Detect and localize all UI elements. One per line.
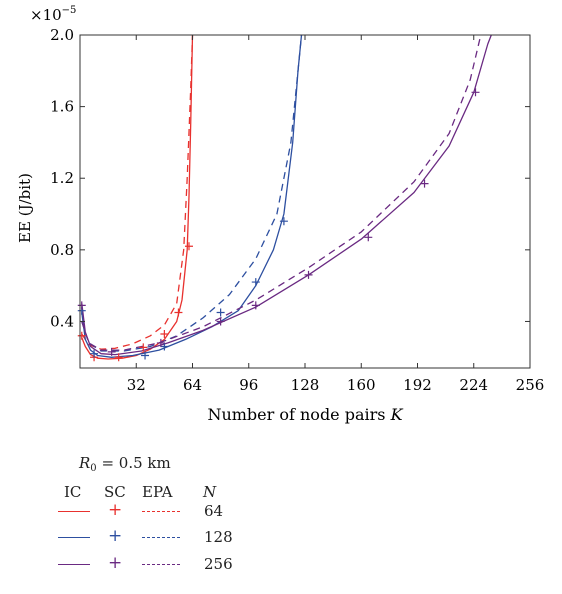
y-multiplier-exp: −5 xyxy=(62,5,77,16)
series-1-marker-3 xyxy=(139,343,148,352)
chart-area: 32 64 96 128 160 192 224 256 0.4 0.8 1.2 1.6 2.0 ×1… xyxy=(16,5,545,424)
legend-epa-line-64 xyxy=(142,511,180,512)
x-axis-label: Number of node pairs K xyxy=(207,405,403,424)
legend-n-128: 128 xyxy=(204,528,233,546)
legend-ic-line-256 xyxy=(58,564,90,565)
legend-title-rest: = 0.5 km xyxy=(96,454,171,472)
legend-col-sc: SC xyxy=(104,483,126,501)
series-4-marker-2 xyxy=(141,351,150,360)
x-axis-label-text: Number of node pairs xyxy=(207,405,385,424)
series-1-marker-5 xyxy=(174,308,183,317)
y-axis-label: EE (J/bit) xyxy=(16,173,34,243)
plot-lines xyxy=(81,34,492,360)
series-4-marker-1 xyxy=(90,349,99,358)
y-tick-label-0.4: 0.4 xyxy=(50,312,74,330)
legend-epa-line-128 xyxy=(142,537,180,538)
legend-ic-line-128 xyxy=(58,537,90,538)
series-6-line xyxy=(81,34,492,356)
series-5-line xyxy=(81,34,303,352)
series-1-marker-0 xyxy=(77,331,86,340)
series-8-line xyxy=(81,34,482,351)
series-4-marker-4 xyxy=(216,308,225,317)
legend-col-epa: EPA xyxy=(142,483,173,501)
series-1-marker-4 xyxy=(160,329,169,338)
x-tick-label-160: 160 xyxy=(347,376,376,394)
legend-col-ic: IC xyxy=(64,483,82,501)
legend-sc-plus-256: + xyxy=(108,553,123,573)
legend-title-sub: 0 xyxy=(90,463,97,474)
series-7-marker-4 xyxy=(251,301,260,310)
y-multiplier-base: ×10 xyxy=(30,6,62,24)
x-tick-label-32: 32 xyxy=(127,376,146,394)
series-4-marker-5 xyxy=(251,278,260,287)
series-7-marker-0 xyxy=(77,301,86,310)
legend-sc-plus-64: + xyxy=(108,500,123,520)
legend-epa-line-256 xyxy=(142,564,180,565)
series-7-marker-2 xyxy=(156,338,165,347)
y-tick-label-1.6: 1.6 xyxy=(50,98,74,116)
legend-n-256: 256 xyxy=(204,555,233,573)
y-ticks: 0.4 0.8 1.2 1.6 2.0 xyxy=(50,26,530,330)
series-1-marker-6 xyxy=(184,242,193,251)
x-tick-label-64: 64 xyxy=(183,376,202,394)
series-1-marker-2 xyxy=(114,353,123,362)
x-tick-label-128: 128 xyxy=(291,376,320,394)
x-tick-label-96: 96 xyxy=(239,376,258,394)
series-7-marker-8 xyxy=(471,88,480,97)
y-tick-label-1.2: 1.2 xyxy=(50,169,74,187)
series-0-line xyxy=(81,34,194,360)
legend-title-r: R xyxy=(79,454,91,472)
series-4-marker-3 xyxy=(160,342,169,351)
series-7-marker-6 xyxy=(364,233,373,242)
plot-frame xyxy=(79,34,531,369)
series-4-marker-6 xyxy=(279,217,288,226)
y-multiplier: ×10−5 xyxy=(30,5,76,24)
x-tick-label-256: 256 xyxy=(516,376,545,394)
legend-ic-line-64 xyxy=(58,511,90,512)
series-7-marker-7 xyxy=(420,179,429,188)
legend-col-n: N xyxy=(203,483,217,501)
legend-title: R0 = 0.5 km xyxy=(79,454,171,474)
plot-markers xyxy=(77,88,480,362)
series-7-marker-1 xyxy=(107,347,116,356)
x-tick-label-192: 192 xyxy=(403,376,432,394)
series-2-line xyxy=(81,34,194,350)
series-7-marker-3 xyxy=(216,317,225,326)
legend-n-64: 64 xyxy=(204,502,224,520)
y-tick-label-0.8: 0.8 xyxy=(50,241,74,259)
y-tick-label-2: 2.0 xyxy=(50,26,74,44)
series-7-marker-5 xyxy=(304,270,313,279)
x-ticks: 32 64 96 128 160 192 224 256 xyxy=(127,35,545,394)
legend: R0 = 0.5 km IC SC EPA N + 64 + 128 + 256 xyxy=(56,454,306,589)
legend-sc-plus-128: + xyxy=(108,526,123,546)
x-axis-label-var: K xyxy=(390,405,404,424)
x-tick-label-224: 224 xyxy=(459,376,488,394)
